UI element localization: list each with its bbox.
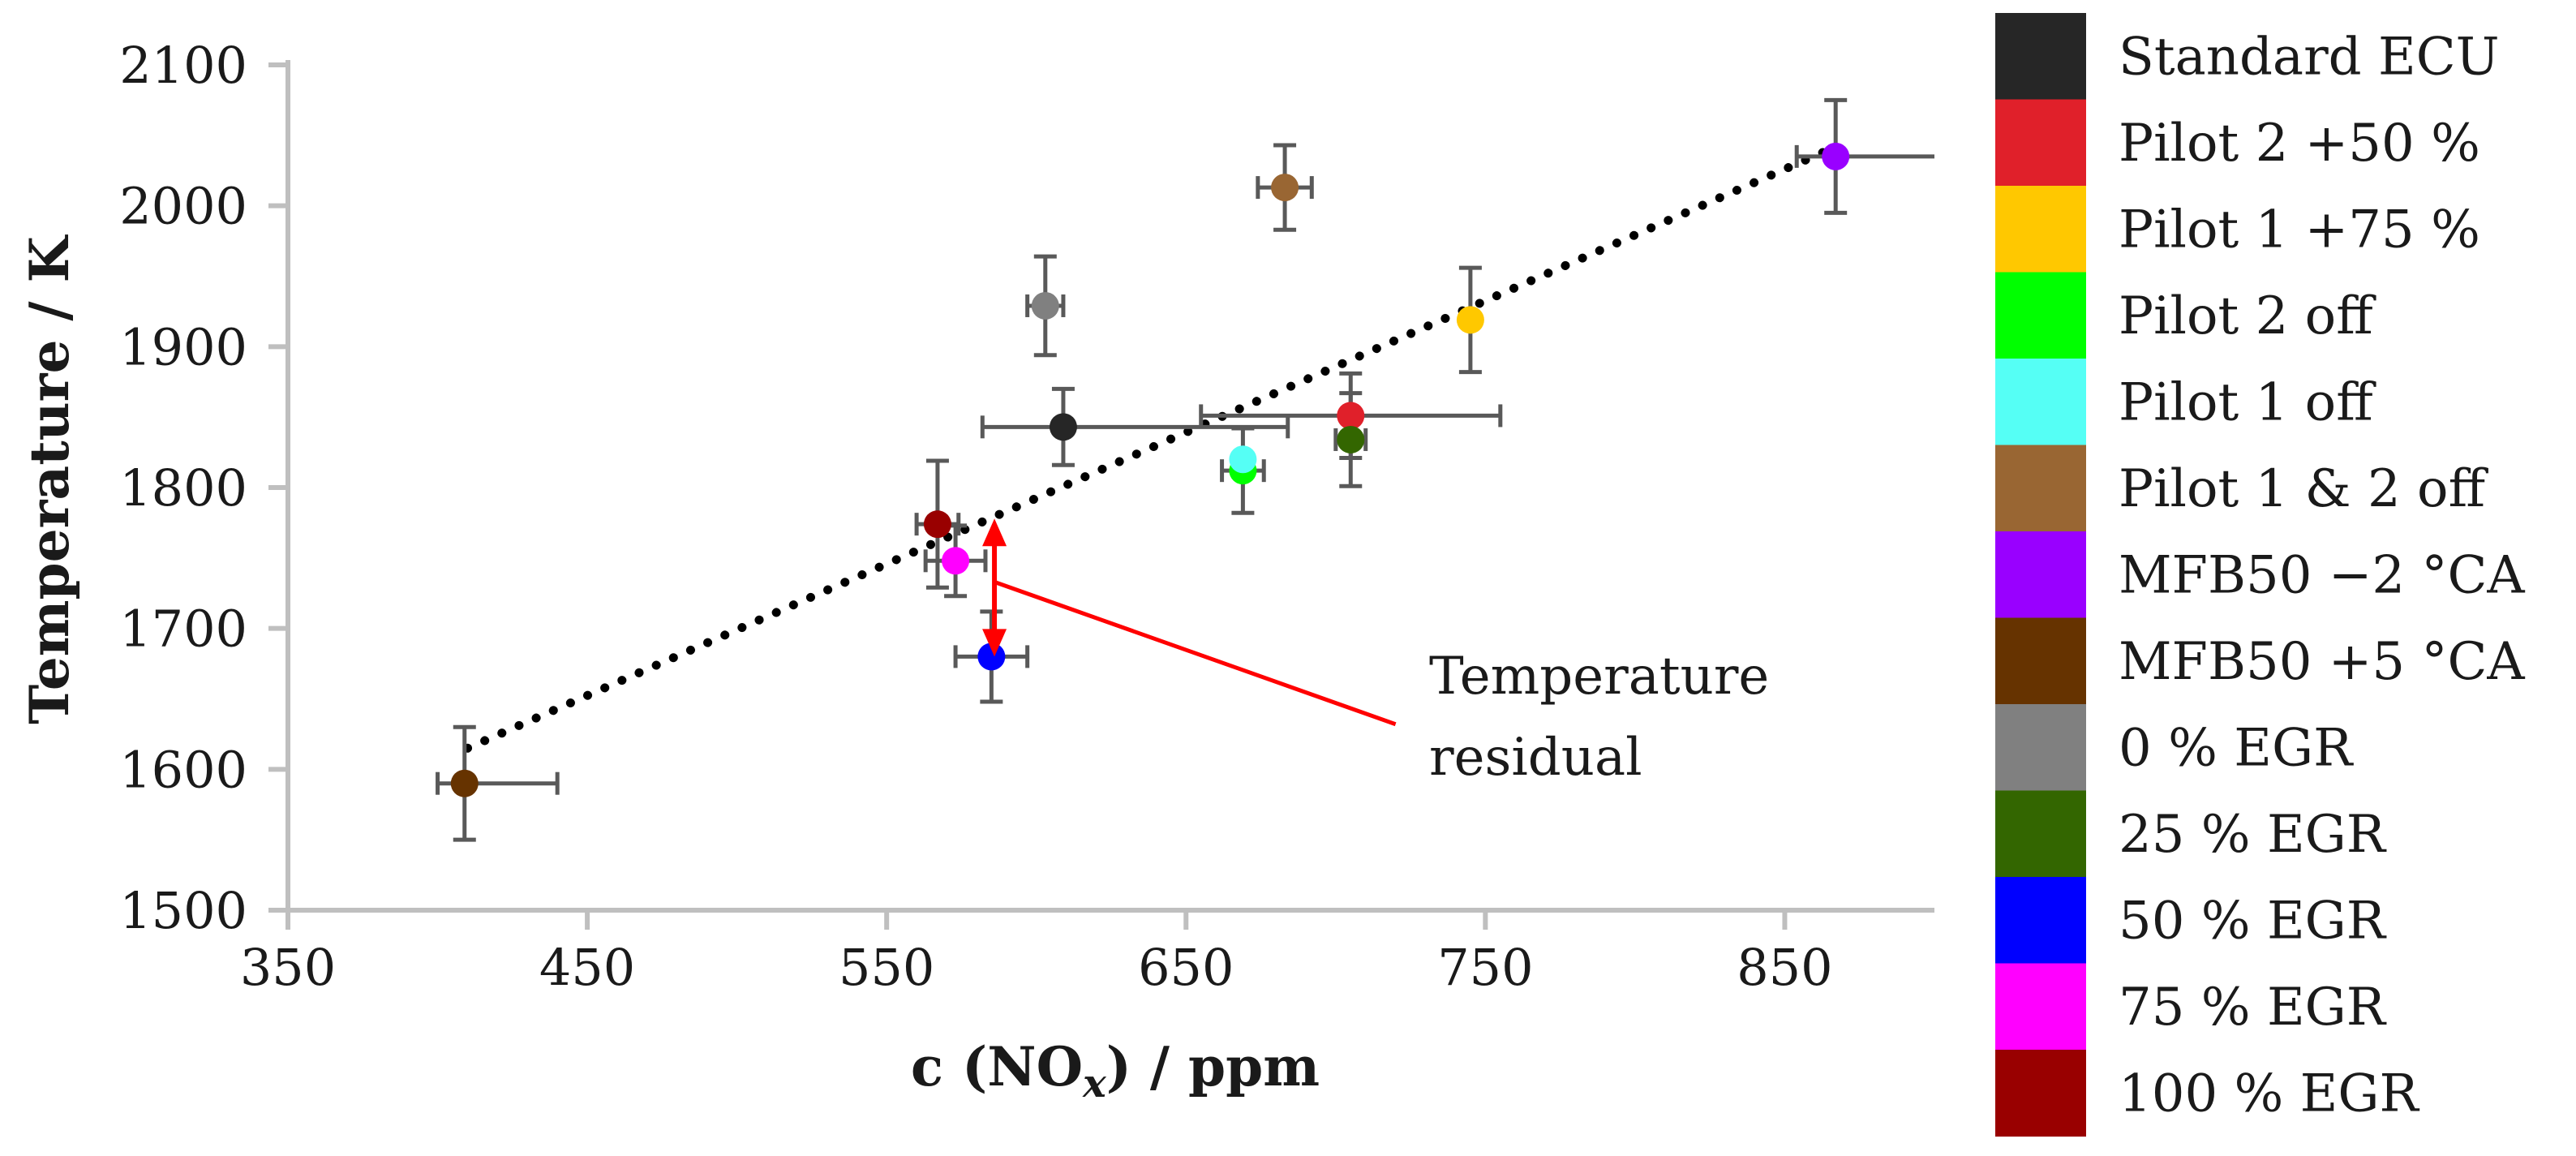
legend-label-7: MFB50 +5 °CA: [2119, 632, 2525, 692]
x-axis-title-sub: x: [1082, 1061, 1107, 1107]
point-100-egr: [923, 510, 951, 539]
y-tick-label-1500: 1500: [119, 881, 247, 940]
legend-label-6: MFB50 −2 °CA: [2119, 545, 2525, 605]
point-0-egr: [1031, 291, 1059, 320]
point-25-egr: [1337, 425, 1365, 453]
y-tick-label-1800: 1800: [119, 458, 247, 518]
legend-swatch-7: [1995, 617, 2086, 705]
annotation-line-2: residual: [1429, 728, 1642, 788]
legend-swatch-3: [1995, 272, 2086, 359]
legend-swatch-6: [1995, 531, 2086, 619]
x-axis-title: c (NOx) / ppm: [911, 1035, 1320, 1107]
temperature-residual-annotation: Temperature residual: [982, 518, 1769, 788]
point-pilot-1-75-: [1456, 306, 1484, 334]
point-pilot-2-50-: [1337, 402, 1365, 430]
residual-arrowhead-bottom: [982, 629, 1007, 657]
x-tick-label-850: 850: [1737, 938, 1832, 997]
legend-label-5: Pilot 1 & 2 off: [2119, 459, 2489, 519]
legend-label-4: Pilot 1 off: [2119, 372, 2376, 432]
x-tick-label-550: 550: [839, 938, 934, 997]
y-axis-title: Temperature / K: [18, 234, 81, 724]
point-75-egr: [942, 547, 970, 575]
x-axis-ticks: 350 450 550 650 750 850: [240, 910, 1833, 997]
y-tick-label-1900: 1900: [119, 317, 247, 376]
legend-label-0: Standard ECU: [2119, 27, 2500, 87]
point-pilot-1-off: [1229, 445, 1257, 474]
legend-label-10: 50 % EGR: [2119, 891, 2387, 951]
data-points: [450, 142, 1850, 797]
point-mfb50-2-ca: [1822, 142, 1850, 170]
legend-label-12: 100 % EGR: [2119, 1064, 2420, 1124]
point-50-egr: [977, 642, 1006, 671]
legend-swatch-12: [1995, 1050, 2086, 1137]
legend-label-11: 75 % EGR: [2119, 978, 2387, 1038]
trendline: [462, 144, 1835, 753]
x-tick-label-750: 750: [1437, 938, 1533, 997]
legend-label-3: Pilot 2 off: [2119, 286, 2376, 346]
errorbar-6: [1794, 97, 1934, 215]
legend-swatch-1: [1995, 99, 2086, 187]
y-tick-label-1700: 1700: [119, 599, 247, 659]
legend-label-2: Pilot 1 +75 %: [2119, 200, 2480, 260]
y-axis-ticks: 1500 1600 1700 1800 1900 2000 2100: [119, 36, 288, 940]
legend-swatch-8: [1995, 704, 2086, 792]
legend-swatch-10: [1995, 877, 2086, 965]
residual-arrowhead-top: [982, 518, 1007, 547]
legend: Standard ECU Pilot 2 +50 % Pilot 1 +75 % Pi…: [1995, 13, 2525, 1137]
point-pilot-1-2-off: [1271, 174, 1299, 202]
legend-swatch-4: [1995, 359, 2086, 446]
error-bars: [436, 97, 1934, 842]
x-axis-title-suffix: ) / ppm: [1106, 1035, 1320, 1098]
legend-swatch-5: [1995, 445, 2086, 532]
y-tick-label-1600: 1600: [119, 740, 247, 799]
y-tick-label-2000: 2000: [119, 177, 247, 236]
point-mfb50-5-ca: [450, 769, 479, 797]
annotation-line-1: Temperature: [1429, 647, 1769, 707]
legend-label-1: Pilot 2 +50 %: [2119, 114, 2480, 174]
legend-swatch-0: [1995, 13, 2086, 101]
y-tick-label-2100: 2100: [119, 36, 247, 95]
point-standard-ecu: [1049, 413, 1077, 441]
legend-label-8: 0 % EGR: [2119, 718, 2354, 778]
legend-swatch-11: [1995, 963, 2086, 1051]
x-tick-label-450: 450: [539, 938, 635, 997]
x-axis-title-main: c (NO: [911, 1035, 1083, 1098]
trendline-dotted: [462, 144, 1835, 753]
legend-label-9: 25 % EGR: [2119, 805, 2387, 865]
legend-swatch-9: [1995, 790, 2086, 878]
x-tick-label-350: 350: [240, 938, 336, 997]
annotation-leader-line: [994, 580, 1397, 727]
x-tick-label-650: 650: [1138, 938, 1234, 997]
legend-swatch-2: [1995, 186, 2086, 273]
